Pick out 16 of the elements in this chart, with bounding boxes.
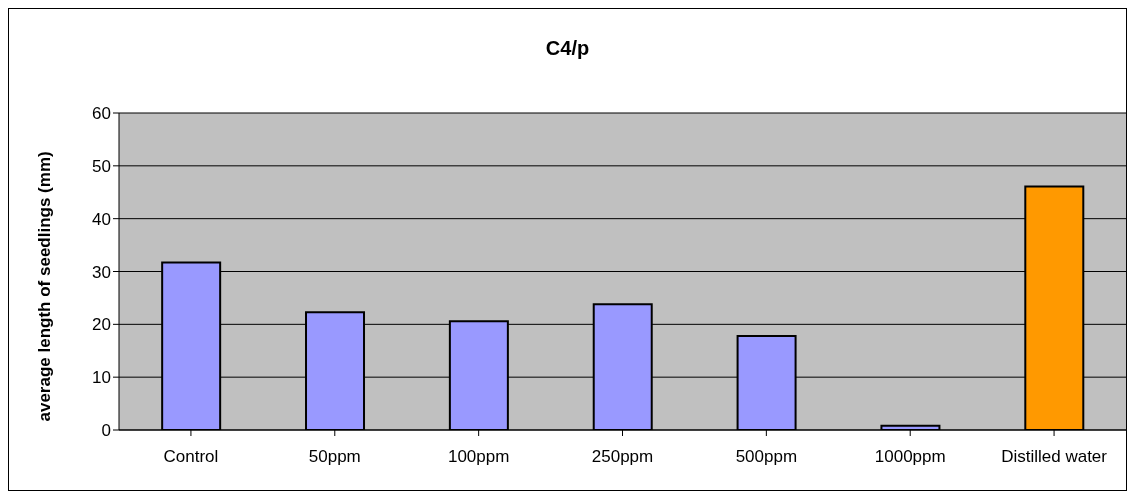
x-tick-label: 250ppm [591, 447, 654, 467]
x-tick-label: Distilled water [1001, 447, 1108, 467]
x-tick-label: 50ppm [308, 447, 361, 467]
y-tick-label: 20 [92, 315, 111, 335]
y-tick-label: 10 [92, 368, 111, 388]
x-tick-label: 100ppm [447, 447, 510, 467]
y-tick-label: 30 [92, 262, 111, 282]
x-tick-label: 1000ppm [874, 447, 946, 467]
x-tick-label: 500ppm [735, 447, 798, 467]
y-tick-label: 40 [92, 209, 111, 229]
x-tick-label: Control [163, 447, 219, 467]
y-axis-title: average length of seedlings (mm) [35, 151, 55, 422]
y-tick-label: 50 [92, 156, 111, 176]
y-tick-label: 0 [101, 421, 111, 441]
y-tick-label: 60 [92, 104, 111, 124]
chart-title: C4/p [544, 37, 591, 60]
